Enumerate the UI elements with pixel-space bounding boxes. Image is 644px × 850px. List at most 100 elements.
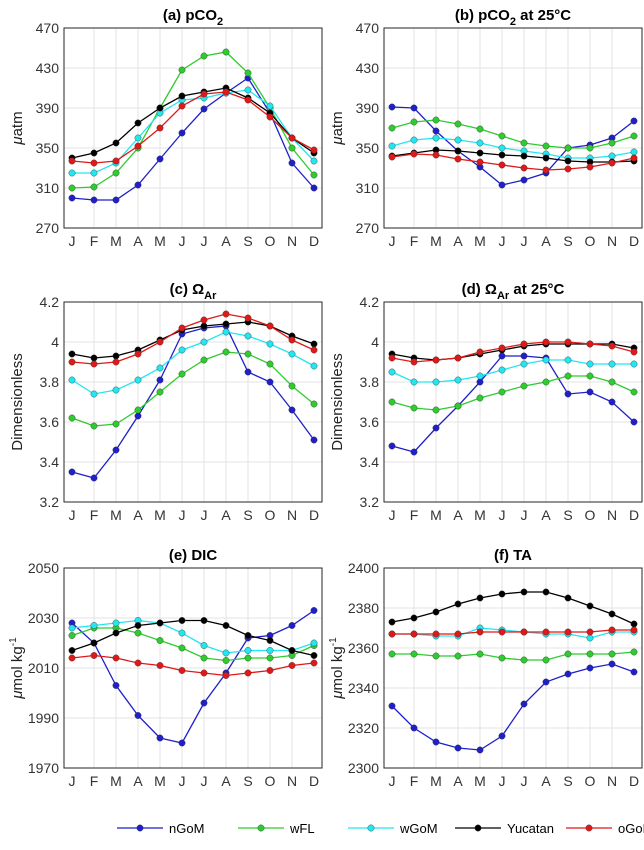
x-tick-label: F [410, 507, 419, 523]
data-point-oGoM [310, 146, 318, 154]
data-point-nGoM [90, 474, 98, 482]
x-tick-label: O [585, 507, 596, 523]
data-point-Yucatan [288, 647, 296, 654]
data-point-wFL [68, 414, 76, 422]
y-tick-label: 430 [36, 60, 60, 76]
data-point-nGoM [410, 104, 418, 112]
y-tick-label: 3.6 [360, 414, 380, 430]
series-line-nGoM [71, 609, 315, 744]
data-point-wFL [608, 650, 616, 658]
data-point-oGoM [222, 672, 230, 679]
y-tick-label: 310 [36, 180, 60, 196]
data-point-wFL [454, 120, 462, 128]
data-point-wFL [90, 183, 98, 191]
y-axis-label: μatm [9, 111, 26, 145]
x-tick-label: J [179, 773, 186, 789]
data-point-Yucatan [68, 350, 76, 358]
series-line-wGoM [391, 359, 634, 383]
data-point-nGoM [112, 446, 120, 454]
x-tick-label: D [629, 507, 639, 523]
data-point-wGoM [178, 629, 186, 637]
data-point-nGoM [630, 117, 638, 125]
data-point-wFL [454, 652, 462, 660]
data-point-oGoM [432, 151, 440, 159]
plot-border [383, 301, 643, 503]
data-point-oGoM [586, 163, 594, 171]
y-tick-label: 3.2 [40, 494, 60, 510]
data-point-oGoM [200, 316, 208, 324]
data-point-wFL [288, 144, 296, 152]
data-point-wGoM [454, 136, 462, 144]
data-point-oGoM [498, 344, 506, 352]
data-point-nGoM [476, 378, 484, 386]
panel-title: (e) DIC [169, 547, 218, 564]
data-point-wGoM [410, 136, 418, 144]
y-tick-label: 4.2 [360, 294, 380, 310]
data-point-wFL [134, 406, 142, 414]
y-tick-label: 4 [51, 334, 59, 350]
data-point-Yucatan [178, 617, 186, 624]
x-tick-label: J [499, 773, 506, 789]
data-point-Yucatan [454, 147, 462, 155]
data-point-Yucatan [476, 149, 484, 157]
legend-item-wFL: wFL [238, 821, 315, 836]
data-point-Yucatan [90, 354, 98, 362]
data-point-oGoM [586, 628, 594, 636]
y-axis-label: μatm [329, 111, 346, 145]
data-point-wGoM [388, 368, 396, 376]
data-point-wFL [586, 372, 594, 380]
x-tick-label: M [154, 507, 166, 523]
x-tick-label: J [201, 773, 208, 789]
data-point-oGoM [608, 626, 616, 634]
data-point-nGoM [388, 442, 396, 450]
data-point-wGoM [388, 142, 396, 150]
data-point-nGoM [542, 678, 550, 686]
data-point-nGoM [310, 607, 318, 614]
data-point-wGoM [432, 378, 440, 386]
data-point-wFL [388, 650, 396, 658]
data-point-wGoM [608, 152, 616, 160]
y-tick-label: 390 [356, 100, 380, 116]
series-line-oGoM [71, 654, 315, 677]
data-point-Yucatan [266, 637, 274, 644]
y-tick-label: 430 [356, 60, 380, 76]
data-point-nGoM [564, 390, 572, 398]
data-point-Yucatan [200, 322, 208, 330]
data-point-oGoM [244, 314, 252, 322]
data-point-wFL [156, 388, 164, 396]
data-point-wFL [222, 48, 230, 56]
x-tick-label: J [179, 507, 186, 523]
x-tick-label: N [287, 507, 297, 523]
legend-item-nGoM: nGoM [117, 821, 204, 836]
data-point-wFL [200, 52, 208, 60]
y-axis-label: Dimensionless [329, 353, 346, 451]
y-tick-label: 3.4 [40, 454, 60, 470]
data-point-oGoM [454, 354, 462, 362]
data-point-oGoM [178, 102, 186, 110]
data-point-Yucatan [454, 600, 462, 608]
data-point-wGoM [630, 148, 638, 156]
plot-frame [383, 27, 643, 229]
y-tick-label: 4.2 [40, 294, 60, 310]
data-point-oGoM [156, 124, 164, 132]
data-point-oGoM [222, 310, 230, 318]
legend: nGoM wFL wGoM Yucatan oGoM [107, 813, 644, 843]
data-point-wGoM [476, 139, 484, 147]
data-point-wGoM [310, 639, 318, 647]
x-tick-label: M [154, 233, 166, 249]
data-point-nGoM [498, 352, 506, 360]
data-point-oGoM [542, 166, 550, 174]
data-point-oGoM [266, 667, 274, 674]
plot-frame [63, 301, 323, 503]
data-point-oGoM [200, 90, 208, 98]
x-tick-label: O [585, 773, 596, 789]
y-tick-label: 2010 [28, 660, 59, 676]
data-point-Yucatan [498, 151, 506, 159]
data-point-Yucatan [608, 610, 616, 618]
x-tick-label: D [629, 233, 639, 249]
series-line-nGoM [391, 663, 635, 751]
data-point-wGoM [266, 102, 274, 110]
data-point-wFL [630, 648, 638, 656]
data-point-oGoM [156, 662, 164, 669]
